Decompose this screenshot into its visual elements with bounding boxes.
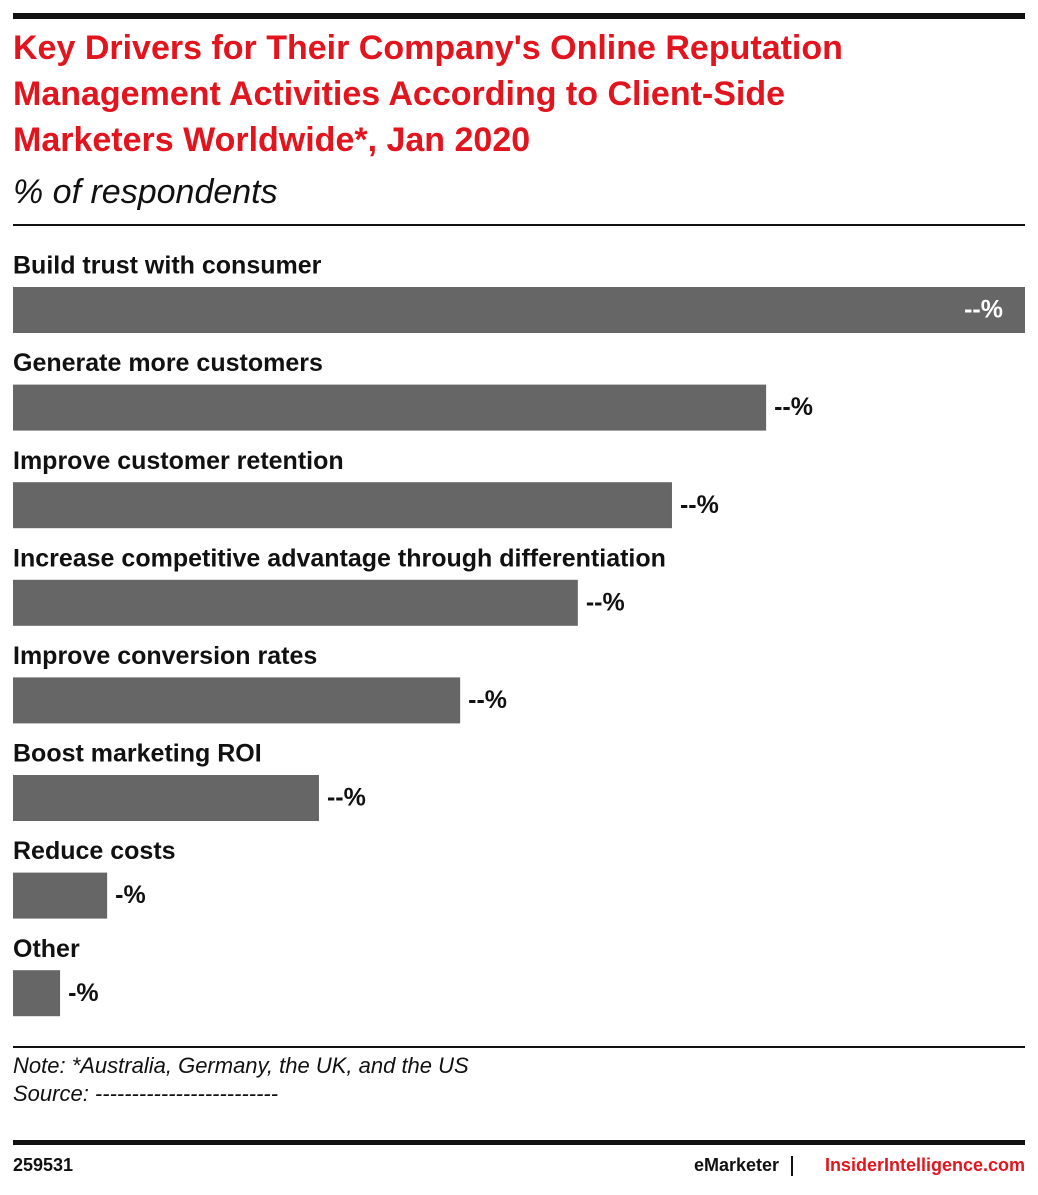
note: Note: *Australia, Germany, the UK, and t… — [13, 1053, 469, 1078]
value-label: --% — [586, 588, 625, 616]
site: InsiderIntelligence.com — [825, 1155, 1025, 1175]
value-label: --% — [468, 686, 507, 714]
chart-id: 259531 — [13, 1155, 73, 1175]
value-label: --% — [327, 784, 366, 812]
value-label: --% — [774, 393, 813, 421]
chart-title: Key Drivers for Their Company's Online R… — [13, 29, 843, 67]
source: Source: ------------------------- — [13, 1081, 278, 1106]
chart-title: Management Activities According to Clien… — [13, 75, 785, 113]
category-label: Other — [13, 935, 80, 963]
value-label: -% — [115, 881, 146, 909]
value-label: -% — [68, 979, 99, 1007]
bar — [13, 579, 578, 626]
bar — [13, 482, 672, 529]
bar — [13, 677, 461, 724]
category-label: Improve conversion rates — [13, 642, 317, 670]
value-label: --% — [680, 491, 719, 519]
category-label: Build trust with consumer — [13, 252, 322, 280]
subtitle: % of respondents — [13, 173, 278, 211]
chart-title: Marketers Worldwide*, Jan 2020 — [13, 121, 530, 159]
brand: eMarketer — [694, 1155, 779, 1175]
category-label: Improve customer retention — [13, 447, 344, 475]
bottom-rule — [13, 1140, 1025, 1145]
bar — [13, 775, 319, 821]
bar — [13, 287, 1025, 333]
bar — [13, 384, 767, 431]
value-label: --% — [964, 296, 1003, 324]
category-label: Increase competitive advantage through d… — [13, 544, 666, 572]
category-label: Generate more customers — [13, 349, 323, 377]
bar — [13, 872, 108, 919]
bar — [13, 970, 61, 1017]
category-label: Reduce costs — [13, 837, 176, 865]
top-rule — [13, 13, 1025, 19]
category-label: Boost marketing ROI — [13, 740, 262, 768]
